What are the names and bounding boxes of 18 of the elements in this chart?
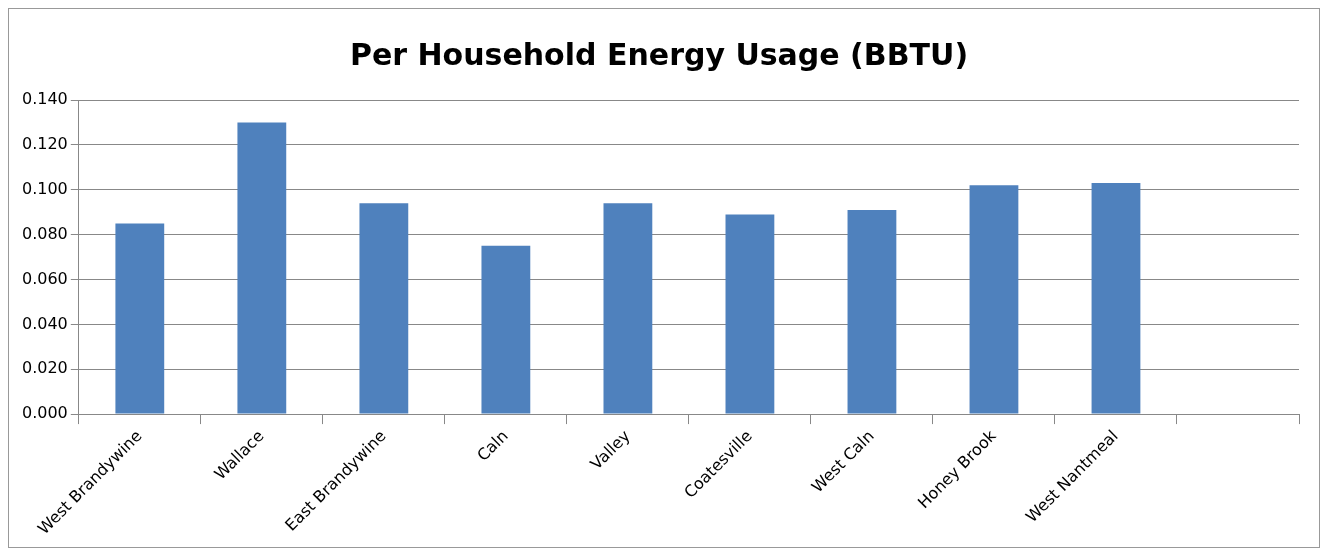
y-tick-label: 0.100 [21, 178, 68, 198]
bar [359, 203, 409, 414]
bar [603, 203, 653, 414]
y-tick-label: 0.120 [21, 134, 68, 154]
bar [969, 185, 1019, 414]
bar [1091, 183, 1141, 414]
bar [115, 223, 165, 414]
chart-title: Per Household Energy Usage (BBTU) [349, 36, 969, 72]
y-tick-label: 0.020 [21, 358, 68, 378]
y-tick-label: 0.140 [21, 89, 68, 109]
y-tick-label: 0.060 [21, 268, 68, 288]
bar [847, 209, 897, 414]
y-tick-label: 0.040 [21, 313, 68, 333]
y-tick-label: 0.080 [21, 223, 68, 243]
bar [481, 245, 531, 414]
y-tick-label: 0.000 [21, 403, 68, 423]
bar [237, 122, 287, 414]
bar [725, 214, 775, 414]
